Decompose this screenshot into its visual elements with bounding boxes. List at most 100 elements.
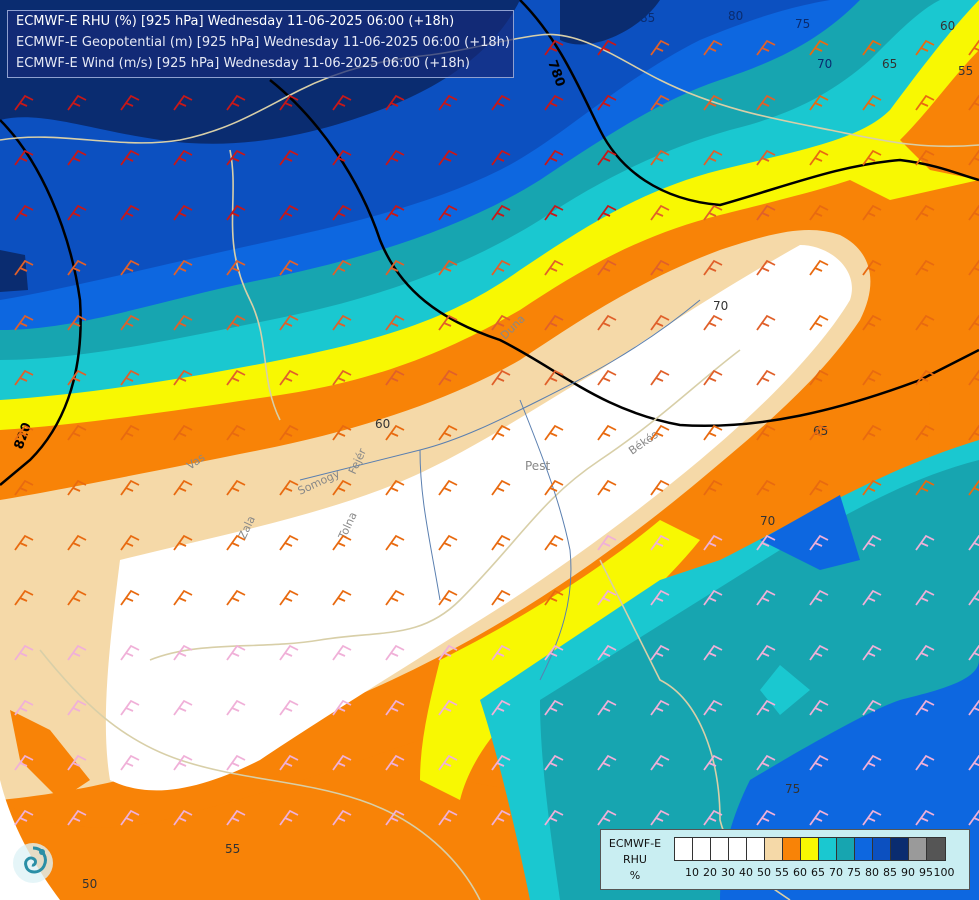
wind-barb-icon xyxy=(385,644,405,661)
country-border-west xyxy=(229,149,281,421)
legend-label: 95 xyxy=(919,866,933,879)
wind-barb-icon xyxy=(703,39,723,56)
wind-barb-icon xyxy=(173,424,193,441)
legend-swatch xyxy=(891,838,909,860)
wind-barb-icon xyxy=(597,204,617,221)
wind-barbs xyxy=(14,39,979,826)
wind-barb-icon xyxy=(703,259,723,276)
geopotential-isoline-780 xyxy=(519,0,979,207)
legend-swatch xyxy=(783,838,801,860)
wind-barb-icon xyxy=(809,94,829,111)
wind-barb-icon xyxy=(968,644,979,661)
wind-barb-icon xyxy=(597,809,617,826)
wind-barb-icon xyxy=(491,259,511,276)
wind-barb-icon xyxy=(332,94,352,111)
wind-barb-icon xyxy=(597,754,617,771)
wind-barb-icon xyxy=(14,534,34,551)
wind-barb-icon xyxy=(279,259,299,276)
wind-barb-icon xyxy=(226,534,246,551)
wind-barb-icon xyxy=(14,479,34,496)
wind-barb-icon xyxy=(650,259,670,276)
wind-barb-icon xyxy=(809,589,829,606)
wind-barb-icon xyxy=(756,809,776,826)
wind-barb-icon xyxy=(385,754,405,771)
legend-labels: 10 20 30 40 50 55 60 65 70 75 80 85 90 95 100 xyxy=(674,866,974,880)
contour-label-rhu: 70 xyxy=(817,57,832,71)
contour-label-rhu: 65 xyxy=(882,57,897,71)
wind-barb-icon xyxy=(809,149,829,166)
ecmwf-logo xyxy=(10,840,56,886)
wind-barb-icon xyxy=(862,94,882,111)
wind-barb-icon xyxy=(67,699,87,716)
wind-barb-icon xyxy=(438,94,458,111)
wind-barb-icon xyxy=(173,94,193,111)
wind-barb-icon xyxy=(756,39,776,56)
wind-barb-icon xyxy=(756,479,776,496)
wind-barb-icon xyxy=(862,39,882,56)
wind-barb-icon xyxy=(385,479,405,496)
wind-barb-icon xyxy=(597,534,617,551)
wind-barb-icon xyxy=(14,589,34,606)
contour-label-rhu: 75 xyxy=(795,17,810,31)
wind-barb-icon xyxy=(491,314,511,331)
legend-label: 20 xyxy=(703,866,717,879)
wind-barb-icon xyxy=(226,754,246,771)
wind-barb-icon xyxy=(67,644,87,661)
legend-swatch xyxy=(711,838,729,860)
wind-barb-icon xyxy=(332,424,352,441)
wind-barb-icon xyxy=(491,699,511,716)
wind-barb-icon xyxy=(597,369,617,386)
wind-barb-icon xyxy=(332,589,352,606)
wind-barb-icon xyxy=(385,589,405,606)
wind-barb-icon xyxy=(332,369,352,386)
wind-barb-icon xyxy=(650,39,670,56)
wind-barb-icon xyxy=(862,809,882,826)
wind-barb-icon xyxy=(173,259,193,276)
wind-barb-icon xyxy=(703,369,723,386)
wind-barb-icon xyxy=(915,259,935,276)
wind-barb-icon xyxy=(279,589,299,606)
wind-barb-icon xyxy=(14,644,34,661)
rhu-60-area-east xyxy=(900,50,979,180)
wind-barb-icon xyxy=(809,479,829,496)
wind-barb-icon xyxy=(491,369,511,386)
wind-barb-icon xyxy=(915,149,935,166)
legend-label: 50 xyxy=(757,866,771,879)
legend-label: 60 xyxy=(793,866,807,879)
legend-label: 85 xyxy=(883,866,897,879)
legend-swatch xyxy=(747,838,765,860)
contour-label-rhu: 60 xyxy=(940,19,955,33)
wind-barb-icon xyxy=(809,644,829,661)
wind-barb-icon xyxy=(173,149,193,166)
wind-barb-icon xyxy=(703,534,723,551)
contour-label-rhu: 80 xyxy=(728,9,743,23)
wind-barb-icon xyxy=(703,699,723,716)
wind-barb-icon xyxy=(915,809,935,826)
wind-barb-icon xyxy=(703,149,723,166)
wind-barb-icon xyxy=(14,754,34,771)
wind-barb-icon xyxy=(915,424,935,441)
wind-barb-icon xyxy=(14,149,34,166)
wind-barb-icon xyxy=(120,94,140,111)
wind-barb-icon xyxy=(67,94,87,111)
wind-barb-icon xyxy=(332,809,352,826)
legend-swatch xyxy=(801,838,819,860)
wind-barb-icon xyxy=(279,369,299,386)
legend-swatches xyxy=(674,837,946,861)
wind-barb-icon xyxy=(915,204,935,221)
wind-barb-icon xyxy=(756,314,776,331)
geopotential-isoline-800 xyxy=(269,79,979,427)
contour-label-rhu: 55 xyxy=(225,842,240,856)
wind-barb-icon xyxy=(915,754,935,771)
wind-barb-icon xyxy=(14,204,34,221)
wind-barb-icon xyxy=(544,94,564,111)
contour-label-rhu: 70 xyxy=(713,299,728,313)
wind-barb-icon xyxy=(968,39,979,56)
wind-barb-icon xyxy=(67,534,87,551)
wind-barb-icon xyxy=(809,699,829,716)
wind-barb-icon xyxy=(120,479,140,496)
title-rhu: ECMWF-E RHU (%) [925 hPa] Wednesday 11-0… xyxy=(16,14,455,29)
wind-barb-icon xyxy=(173,809,193,826)
wind-barb-icon xyxy=(491,204,511,221)
